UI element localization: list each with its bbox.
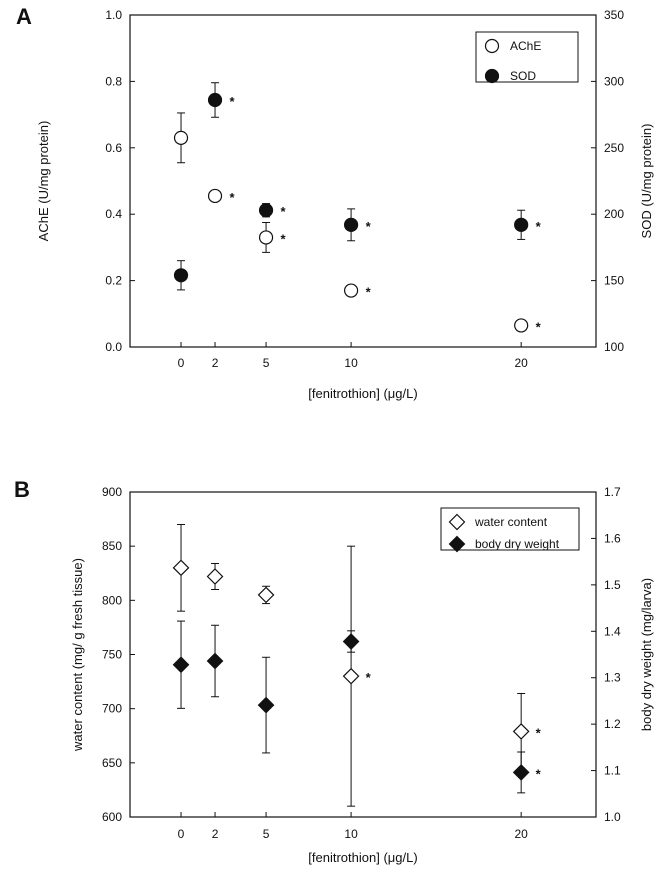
panel-a-plot-frame	[129, 14, 597, 348]
legend-marker	[484, 68, 500, 84]
panel-a-x-tick-label: 2	[212, 356, 219, 370]
significance-marker: *	[230, 190, 236, 205]
data-point	[206, 652, 224, 670]
panel-a-y-left-tick-label: 0.8	[105, 74, 122, 88]
data-point	[257, 586, 275, 604]
panel-b-y-left-tick-label: 850	[102, 539, 122, 553]
panel-a-y-right-tick-label: 350	[604, 8, 624, 22]
panel-a-y-right-axis-title: SOD (U/mg protein)	[639, 124, 654, 239]
panel-b-label: B	[14, 477, 30, 502]
data-point	[258, 203, 274, 218]
panel-a-x-tick-label: 0	[178, 356, 185, 370]
panel-b-x-tick-label: 5	[263, 827, 270, 841]
panel-b-y-right-tick-label: 1.5	[604, 578, 621, 592]
data-point	[172, 656, 190, 674]
significance-marker: *	[281, 204, 287, 219]
panel-b-x-tick-label: 10	[344, 827, 358, 841]
panel-b-y-right-tick-label: 1.4	[604, 624, 621, 638]
data-point	[342, 667, 360, 685]
data-point	[514, 217, 529, 232]
panel-b-series-body-dry-weight: *	[172, 620, 542, 794]
panel-a-y-left-tick-label: 0.0	[105, 340, 122, 354]
panel-a-label: A	[16, 4, 32, 29]
significance-marker: *	[536, 766, 542, 781]
data-point	[342, 633, 360, 650]
significance-marker: *	[536, 319, 542, 334]
panel-b-x-tick-label: 0	[178, 827, 185, 841]
legend-label: body dry weight	[475, 537, 560, 551]
panel-a-y-left-tick-label: 0.6	[105, 141, 122, 155]
panel-b-y-right-tick-label: 1.6	[604, 531, 621, 545]
data-point	[512, 723, 530, 740]
panel-a-y-right-tick-label: 300	[604, 74, 624, 88]
significance-marker: *	[366, 285, 372, 300]
panel-b-y-right-tick-label: 1.2	[604, 717, 621, 731]
panel-b-y-left-tick-label: 900	[102, 485, 122, 499]
data-point	[207, 188, 223, 204]
panel-b-x-axis-title: [fenitrothion] (μg/L)	[308, 850, 417, 865]
legend-marker	[448, 513, 466, 531]
panel-a-y-right-tick-label: 250	[604, 141, 624, 155]
panel-a-x-tick-label: 5	[263, 356, 270, 370]
panel-a-y-right-tick-label: 150	[604, 274, 624, 288]
panel-b-y-right-tick-label: 1.1	[604, 764, 621, 778]
panel-a-y-right-tick-label: 100	[604, 340, 624, 354]
panel-a-series-sod: * * * *	[173, 82, 542, 291]
panel-a-x-tick-label: 20	[514, 356, 528, 370]
significance-marker: *	[536, 219, 542, 234]
legend-label: AChE	[510, 39, 541, 53]
panel-b-y-right-tick-label: 1.3	[604, 671, 621, 685]
panel-b-y-right-tick-label: 1.7	[604, 485, 621, 499]
data-point	[343, 217, 359, 232]
panel-b-y-left-tick-label: 650	[102, 756, 122, 770]
data-point	[173, 130, 189, 145]
panel-a-x-axis-title: [fenitrothion] (μg/L)	[308, 386, 417, 401]
legend-label: SOD	[510, 69, 536, 83]
data-point	[206, 568, 224, 585]
panel-b-y-left-tick-label: 800	[102, 593, 122, 607]
significance-marker: *	[366, 670, 372, 685]
panel-b-y-right-axis-title: body dry weight (mg/larva)	[639, 578, 654, 731]
panel-b-x-tick-label: 2	[212, 827, 219, 841]
data-point	[343, 283, 359, 298]
panel-b-y-left-tick-label: 600	[102, 810, 122, 824]
panel-b-legend: water content body dry weight	[440, 507, 580, 553]
significance-marker: *	[536, 725, 542, 740]
legend-marker	[448, 535, 466, 553]
data-point	[512, 764, 530, 781]
data-point	[172, 559, 190, 577]
panel-a-y-left-axis-title: AChE (U/mg protein)	[36, 121, 51, 242]
data-point	[514, 318, 529, 333]
panel-b-y-right-tick-label: 1.0	[604, 810, 621, 824]
panel-b-y-left-axis-title: water content (mg/ g fresh tissue)	[70, 558, 85, 752]
panel-a-series-ache: * * * *	[173, 112, 542, 334]
significance-marker: *	[281, 231, 287, 246]
data-point	[173, 268, 189, 283]
panel-b-x-tick-label: 20	[514, 827, 528, 841]
legend-label: water content	[474, 515, 548, 529]
panel-b-y-left-tick-label: 750	[102, 648, 122, 662]
panel-a-legend: AChE SOD	[475, 31, 579, 84]
panel-b-series-water-content: **	[172, 524, 542, 807]
data-point	[257, 696, 275, 714]
panel-b-y-left-tick-label: 700	[102, 702, 122, 716]
legend-marker	[484, 38, 500, 54]
data-point	[258, 230, 274, 245]
panel-a-y-right-tick-label: 200	[604, 207, 624, 221]
panel-a-y-left-tick-label: 1.0	[105, 8, 122, 22]
data-point	[207, 92, 223, 108]
significance-marker: *	[230, 94, 236, 109]
panel-a-x-tick-label: 10	[344, 356, 358, 370]
panel-a-y-left-tick-label: 0.2	[105, 274, 122, 288]
panel-a-y-left-tick-label: 0.4	[105, 207, 122, 221]
significance-marker: *	[366, 219, 372, 234]
